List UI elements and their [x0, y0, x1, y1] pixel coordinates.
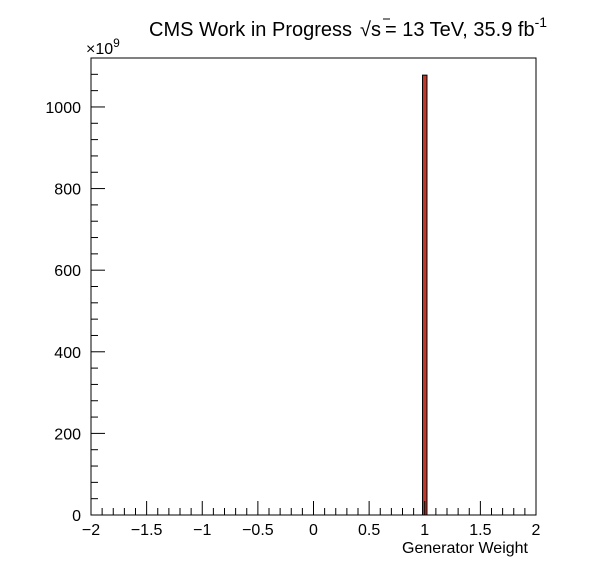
x-tick-label: −1.5 — [131, 522, 163, 539]
x-axis-label: Generator Weight — [402, 540, 529, 557]
chart-title: CMS Work in Progress √s = 13 TeV, 35.9 fb-… — [149, 14, 547, 41]
histogram-bars — [422, 74, 428, 516]
x-tick-label: −1 — [193, 522, 211, 539]
y-axis-multiplier: ×109 — [86, 36, 120, 58]
x-tick-label: 2 — [532, 522, 541, 539]
x-tick-label: −2 — [82, 522, 100, 539]
title-energy-lumi: = 13 TeV, 35.9 fb — [385, 19, 535, 41]
x-tick-label: 0 — [309, 522, 318, 539]
y-tick-label: 0 — [72, 508, 81, 525]
x-tick-label: 1.5 — [469, 522, 491, 539]
y-tick-label: 400 — [54, 345, 81, 362]
y-tick-label: 200 — [54, 426, 81, 443]
y-tick-label: 600 — [54, 263, 81, 280]
plot-frame — [90, 57, 537, 516]
histogram-bar-0 — [422, 74, 428, 516]
title-lumi-exponent: -1 — [535, 14, 548, 30]
sqrt-symbol: √ — [360, 19, 371, 41]
title-prefix: CMS Work in Progress — [149, 19, 352, 41]
x-tick-label: 1 — [420, 522, 429, 539]
y-axis-ticks: 0 200 400 600 800 1000 — [45, 57, 105, 525]
multiplier-base: ×10 — [86, 41, 113, 58]
x-tick-label: −0.5 — [242, 522, 274, 539]
sqrt-variable: s — [371, 19, 381, 41]
multiplier-exponent: 9 — [113, 36, 120, 50]
y-tick-label: 800 — [54, 182, 81, 199]
y-tick-label: 1000 — [45, 100, 81, 117]
x-tick-label: 0.5 — [358, 522, 380, 539]
x-axis-ticks: −2 −1.5 −1 −0.5 0 0.5 1 1.5 2 — [82, 501, 541, 539]
